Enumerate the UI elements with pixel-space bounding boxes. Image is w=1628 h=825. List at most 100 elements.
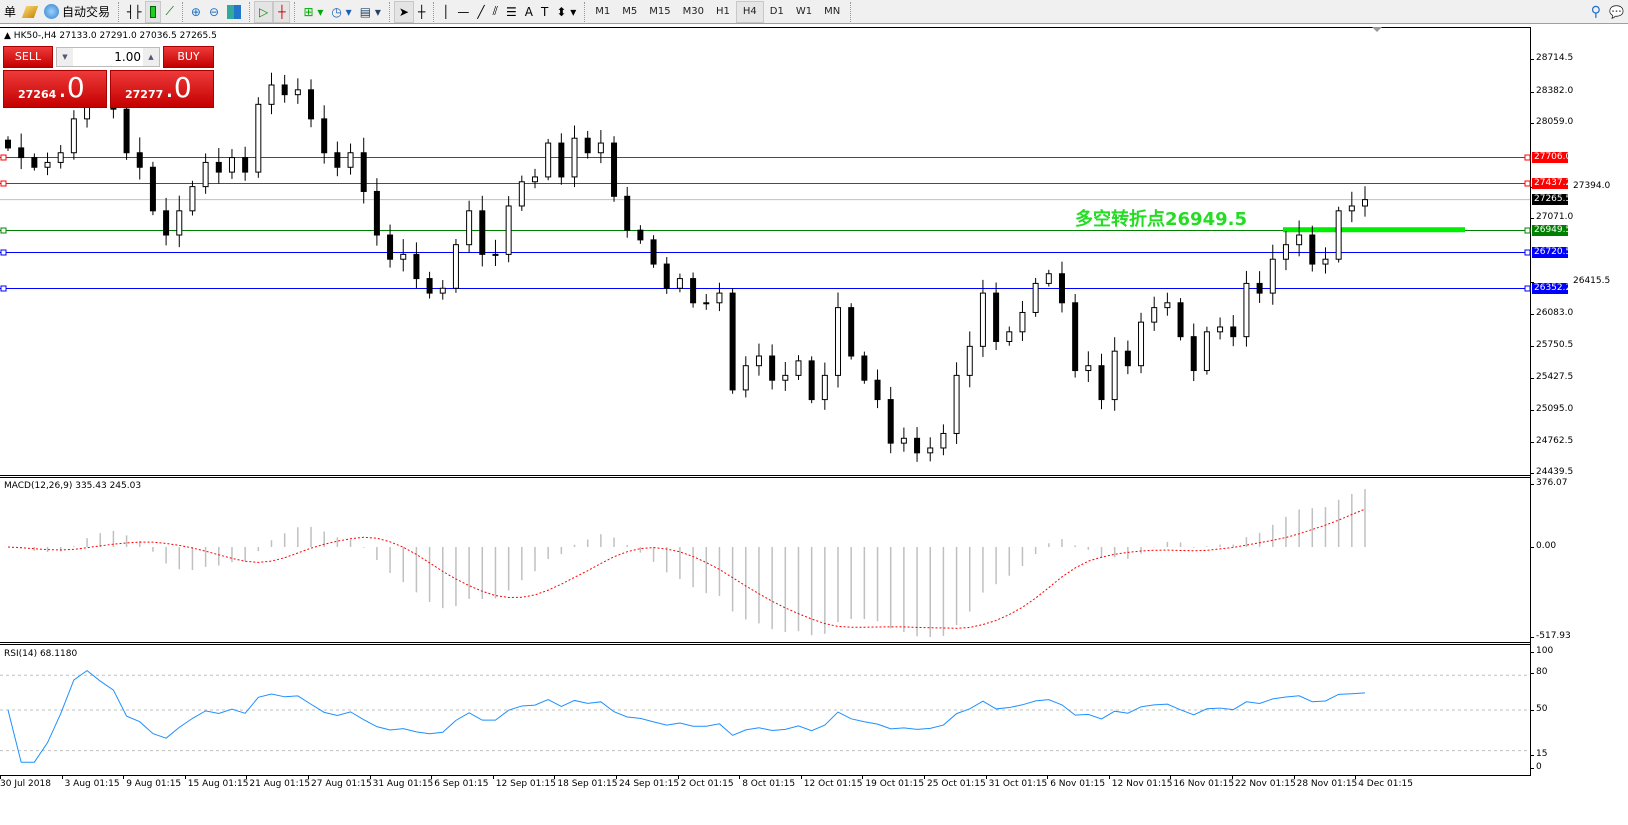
time-label: 6 Sep 01:15 xyxy=(434,779,489,789)
pane-separator[interactable] xyxy=(0,475,1531,478)
tile-windows-icon[interactable] xyxy=(223,1,245,23)
horizontal-line-icon[interactable]: — xyxy=(457,4,470,19)
buy-button[interactable]: BUY xyxy=(163,46,214,68)
time-label: 21 Aug 01:15 xyxy=(249,779,311,789)
bear-candle xyxy=(321,118,328,154)
time-tick xyxy=(677,775,679,779)
level-handle xyxy=(0,154,7,161)
bull-candle xyxy=(900,437,907,444)
time-tick xyxy=(369,775,371,779)
time-tick xyxy=(1170,775,1172,779)
time-label: 15 Aug 01:15 xyxy=(187,779,249,789)
bear-candle xyxy=(584,137,591,154)
orders-button[interactable]: 单 xyxy=(0,1,20,23)
bull-candle xyxy=(176,210,183,236)
toolbar: 单 自动交易 ┤├ ⟋ ⊕ ⊖ ▷ ┼ ⊞ ▾ ◷ ▾ ▤ ▾ ➤ ┼ │ — … xyxy=(0,0,1628,24)
macd-label: MACD(12,26,9) 335.43 245.03 xyxy=(4,481,142,491)
one-click-trading-panel: SELL ▼ 1.00 ▲ BUY 27264 .0 27277 .0 xyxy=(3,46,214,108)
sell-button[interactable]: SELL xyxy=(3,46,53,68)
level-handle xyxy=(1524,249,1531,256)
bear-candle xyxy=(123,108,130,154)
trendline-icon[interactable]: ╱ xyxy=(477,4,485,19)
autotrade-label: 自动交易 xyxy=(62,5,111,19)
time-label: 28 Nov 01:15 xyxy=(1296,779,1358,789)
bear-candle xyxy=(413,253,420,280)
candlestick-icon[interactable] xyxy=(145,0,162,23)
sell-price-box[interactable]: 27264 .0 xyxy=(3,70,107,108)
lot-decrease-button[interactable]: ▼ xyxy=(57,48,73,66)
rsi-tick-15: 15 xyxy=(1529,749,1547,759)
timeframe-mn[interactable]: MN xyxy=(824,6,841,17)
bear-candle xyxy=(360,152,367,192)
chart-window[interactable] xyxy=(0,27,1531,776)
indicators-icon[interactable]: ⊞ ▾ xyxy=(303,4,324,19)
time-label: 22 Nov 01:15 xyxy=(1235,779,1296,789)
bear-candle xyxy=(887,399,894,444)
line-chart-icon[interactable]: ⟋ xyxy=(165,4,174,18)
bear-candle xyxy=(861,355,868,381)
timeframe-m30[interactable]: M30 xyxy=(682,6,704,17)
bear-candle xyxy=(848,307,855,357)
level-price-label: 27437.2 xyxy=(1532,178,1572,189)
zoom-in-icon[interactable]: ⊕ xyxy=(190,4,201,19)
timeframe-m15[interactable]: M15 xyxy=(649,6,671,17)
fibonacci-icon[interactable]: ☰ xyxy=(506,4,517,19)
bull-candle xyxy=(966,345,973,376)
time-tick xyxy=(616,775,617,779)
timeframe-m1[interactable]: M1 xyxy=(595,6,611,17)
lot-increase-button[interactable]: ▲ xyxy=(143,48,159,66)
templates-icon[interactable]: ▤ ▾ xyxy=(359,4,381,19)
bid-price-label: 27265.5 xyxy=(1532,194,1572,206)
rsi-tick-100: 100 xyxy=(1529,646,1553,656)
text-label-icon[interactable]: T xyxy=(541,4,549,19)
arrows-icon[interactable]: ⬍ ▾ xyxy=(556,4,577,19)
chart-header: ▲ HK50-,H4 27133.0 27291.0 27036.5 27265… xyxy=(4,31,217,41)
autotrade-button[interactable]: 自动交易 xyxy=(40,1,114,23)
timeframe-m5[interactable]: M5 xyxy=(622,6,638,17)
level-handle xyxy=(0,180,7,187)
chart-shift-marker[interactable] xyxy=(1372,27,1382,32)
periods-clock-icon[interactable]: ◷ ▾ xyxy=(331,4,352,19)
sell-price-fraction: .0 xyxy=(58,71,85,104)
time-tick xyxy=(184,775,186,779)
timeframe-h4[interactable]: H4 xyxy=(735,0,764,23)
channel-icon[interactable]: ⫽ xyxy=(492,4,499,18)
timeframe-d1[interactable]: D1 xyxy=(769,6,784,17)
vertical-line-icon[interactable]: │ xyxy=(442,4,450,19)
autoscroll-icon[interactable]: ▷ xyxy=(254,0,274,23)
timeframe-h1[interactable]: H1 xyxy=(715,6,730,17)
time-label: 8 Oct 01:15 xyxy=(742,779,796,789)
zoom-out-icon[interactable]: ⊖ xyxy=(208,4,220,19)
bear-candle xyxy=(769,355,776,381)
bull-candle xyxy=(545,142,552,178)
bull-candle xyxy=(466,210,473,246)
bar-chart-icon[interactable]: ┤├ xyxy=(127,4,142,19)
chat-icon[interactable]: 💬 xyxy=(1609,4,1624,19)
timeframe-w1[interactable]: W1 xyxy=(795,6,813,17)
cursor-icon[interactable]: ➤ xyxy=(393,0,414,23)
bear-candle xyxy=(1256,282,1263,294)
lot-stepper: ▼ 1.00 ▲ xyxy=(56,47,160,67)
buy-price-fraction: .0 xyxy=(165,71,192,104)
price-tick: 25750.5 xyxy=(1529,340,1573,350)
price-tick: 28714.5 xyxy=(1529,53,1573,63)
price-chart[interactable] xyxy=(0,0,1531,825)
search-icon[interactable]: ⚲ xyxy=(1590,3,1602,20)
bull-candle xyxy=(1019,311,1026,333)
bull-candle xyxy=(782,374,789,381)
text-icon[interactable]: A xyxy=(524,4,533,19)
bull-candle xyxy=(268,84,275,105)
bear-candle xyxy=(637,229,644,241)
time-label: 16 Nov 01:15 xyxy=(1173,779,1235,789)
crosshair-icon[interactable]: ┼ xyxy=(417,4,426,19)
bull-candle xyxy=(1045,273,1052,284)
time-tick xyxy=(862,775,864,779)
lot-input[interactable]: 1.00 xyxy=(114,50,141,64)
pane-separator[interactable] xyxy=(0,642,1531,645)
time-tick xyxy=(554,775,556,779)
buy-price-box[interactable]: 27277 .0 xyxy=(110,70,214,108)
time-label: 4 Dec 01:15 xyxy=(1358,779,1413,789)
time-tick xyxy=(123,775,125,779)
chart-shift-icon[interactable]: ┼ xyxy=(273,0,291,23)
bull-candle xyxy=(940,432,947,449)
